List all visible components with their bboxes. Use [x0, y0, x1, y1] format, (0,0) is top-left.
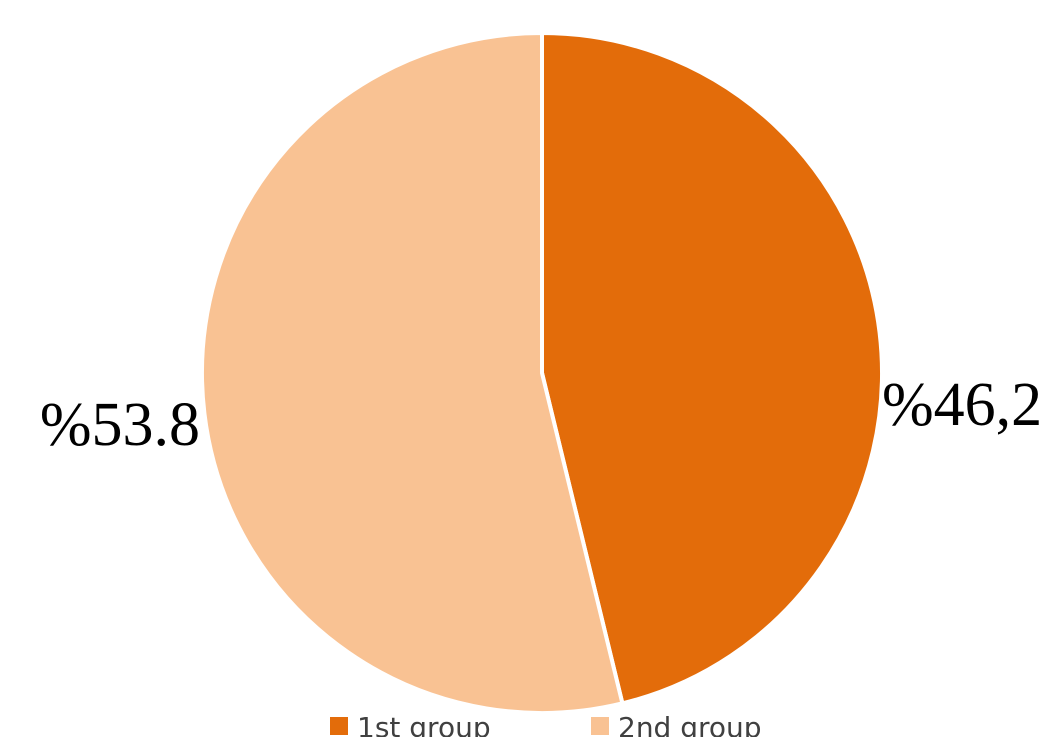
- legend-swatch-1st-group: [330, 717, 348, 735]
- data-label-2nd-group: %53.8: [40, 391, 200, 459]
- legend: 1st group 2nd group: [330, 711, 762, 737]
- pie-slices: [200, 31, 884, 715]
- legend-label-2nd-group: 2nd group: [618, 711, 762, 737]
- pie-slice-2nd-group: [200, 31, 625, 715]
- data-label-1st-group: %46,2: [882, 371, 1042, 439]
- legend-label-1st-group: 1st group: [357, 711, 491, 737]
- legend-item-2nd-group: 2nd group: [591, 711, 762, 737]
- pie-slice-1st-group: [540, 31, 884, 706]
- legend-item-1st-group: 1st group: [330, 711, 491, 737]
- legend-swatch-2nd-group: [591, 717, 609, 735]
